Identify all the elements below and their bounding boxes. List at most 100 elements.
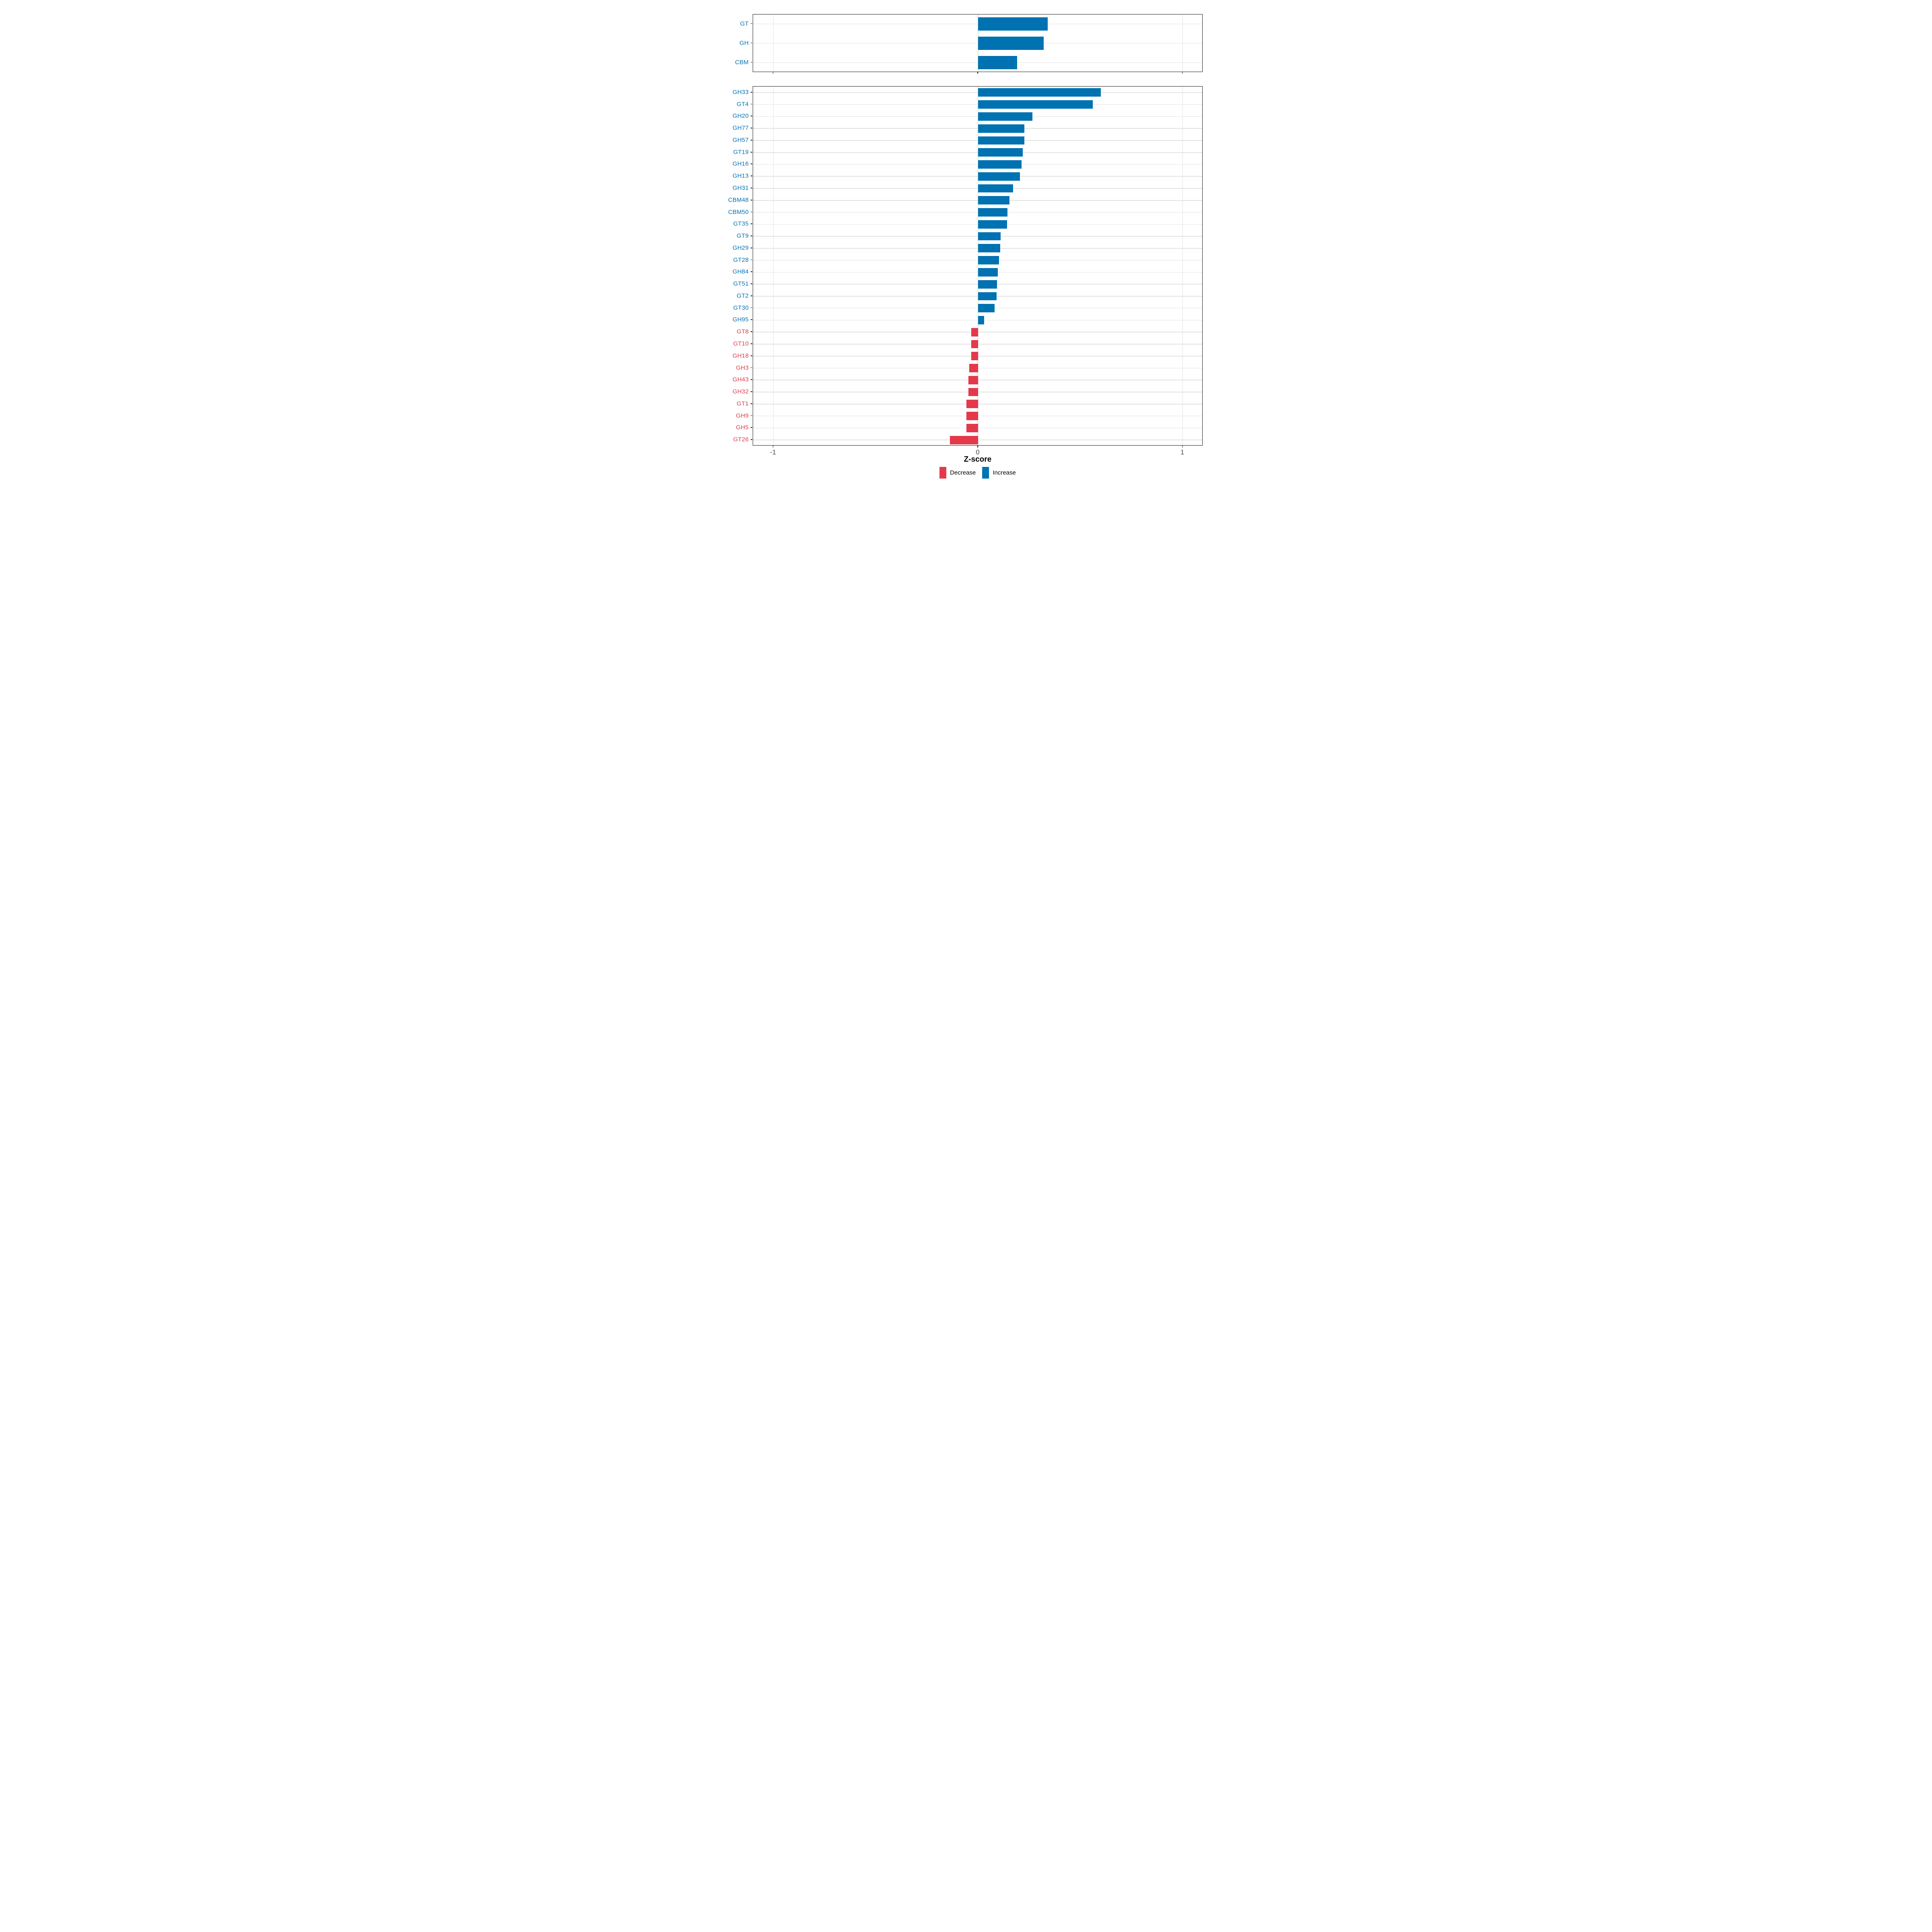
bar-GT8 [971, 328, 978, 336]
gridline-x--1 [773, 87, 774, 445]
gridline-row-GH95 [753, 320, 1202, 321]
gridline-row-GT35 [753, 224, 1202, 225]
x-tick-0 [977, 72, 978, 74]
gridline-row-GH29 [753, 248, 1202, 249]
bar-GH32 [968, 388, 978, 396]
y-tick-GT35 [750, 223, 752, 225]
y-label-GT30: GT30 [733, 304, 749, 312]
gridline-row-GT2 [753, 296, 1202, 297]
y-tick-GT2 [750, 295, 752, 296]
bar-GH29 [978, 244, 1001, 253]
y-tick-GH84 [750, 271, 752, 272]
gridline-row-CBM [753, 62, 1202, 63]
y-label-CBM48: CBM48 [728, 196, 749, 204]
legend-item-decrease: Decrease [939, 467, 976, 479]
gridline-row-GT28 [753, 260, 1202, 261]
y-tick-GT9 [750, 235, 752, 236]
y-label-GH84: GH84 [733, 268, 749, 275]
y-label-GT4: GT4 [737, 101, 749, 108]
y-tick-GT10 [750, 343, 752, 344]
bar-GH57 [978, 136, 1024, 145]
y-label-GT8: GT8 [737, 328, 749, 335]
gridline-row-CBM48 [753, 200, 1202, 201]
x-tick--1 [772, 72, 774, 74]
panel-cazyme-families [753, 86, 1203, 446]
zscore-figure: Z-score Decrease Increase GT GH CBM GH33 GT4 G… [724, 0, 1208, 483]
bar-GT26 [949, 436, 978, 444]
y-tick-GH43 [750, 379, 752, 380]
legend-swatch-increase [982, 467, 989, 479]
bar-CBM48 [978, 196, 1009, 205]
bar-GT [978, 17, 1048, 31]
y-label-GH77: GH77 [733, 124, 749, 132]
bar-GT4 [978, 100, 1093, 109]
gridline-row-GT [753, 23, 1202, 25]
x-tick--1 [772, 446, 774, 448]
y-label-GT1: GT1 [737, 400, 749, 407]
y-label-CBM50: CBM50 [728, 208, 749, 216]
y-tick-GH32 [750, 391, 752, 392]
y-tick-GH20 [750, 116, 752, 117]
bar-GH77 [978, 124, 1025, 133]
gridline-row-GH13 [753, 176, 1202, 177]
bar-GT10 [971, 340, 978, 349]
y-label-GH3: GH3 [736, 364, 749, 372]
y-label-GT2: GT2 [737, 292, 749, 299]
y-tick-GT19 [750, 151, 752, 153]
y-tick-GH13 [750, 175, 752, 177]
bar-GT9 [978, 232, 1001, 241]
x-tick-label-0: 0 [976, 448, 980, 456]
y-tick-GT26 [750, 439, 752, 440]
y-tick-GT51 [750, 283, 752, 285]
y-label-GT28: GT28 [733, 256, 749, 264]
y-tick-GT [750, 23, 752, 24]
bar-GT1 [966, 400, 978, 409]
gridline-row-CBM50 [753, 212, 1202, 213]
gridline-x--1 [773, 14, 774, 72]
y-label-GH29: GH29 [733, 244, 749, 252]
y-tick-GH5 [750, 427, 752, 428]
y-tick-GH3 [750, 367, 752, 368]
y-label-GT51: GT51 [733, 280, 749, 287]
y-label-GH57: GH57 [733, 136, 749, 144]
y-tick-GH33 [750, 91, 752, 93]
bar-GH9 [966, 412, 978, 420]
gridline-row-GT9 [753, 236, 1202, 237]
bar-GH31 [978, 184, 1013, 193]
y-tick-GT1 [750, 403, 752, 404]
x-tick-0 [977, 446, 978, 448]
y-tick-CBM50 [750, 211, 752, 213]
bar-GH13 [978, 172, 1020, 181]
bar-GH [978, 37, 1044, 50]
panel-cazyme-classes [753, 14, 1203, 72]
bar-GH3 [969, 364, 978, 372]
y-label-GH43: GH43 [733, 376, 749, 383]
gridline-row-GH33 [753, 92, 1202, 93]
legend: Decrease Increase [939, 467, 1016, 479]
y-tick-GT4 [750, 103, 752, 105]
y-label-GH95: GH95 [733, 316, 749, 323]
y-tick-GH16 [750, 163, 752, 165]
y-label-GT19: GT19 [733, 149, 749, 156]
gridline-row-GH84 [753, 272, 1202, 273]
gridline-row-GH31 [753, 188, 1202, 189]
gridline-row-GH16 [753, 164, 1202, 165]
legend-label-decrease: Decrease [950, 469, 976, 476]
gridline-row-GH77 [753, 128, 1202, 129]
legend-label-increase: Increase [993, 469, 1016, 476]
y-label-GH20: GH20 [733, 112, 749, 120]
gridline-row-GT30 [753, 308, 1202, 309]
bar-GH20 [978, 112, 1032, 121]
x-tick-1 [1182, 446, 1183, 448]
y-label-GT9: GT9 [737, 232, 749, 239]
y-tick-GH9 [750, 415, 752, 416]
bar-GH84 [978, 268, 998, 277]
legend-swatch-decrease [939, 467, 947, 479]
bar-GT28 [978, 256, 999, 264]
legend-item-increase: Increase [982, 467, 1016, 479]
bar-GT19 [978, 148, 1023, 157]
y-label-GH13: GH13 [733, 172, 749, 180]
bar-GH18 [971, 352, 978, 361]
x-tick-label-1: 1 [1180, 448, 1185, 456]
gridline-row-GT19 [753, 152, 1202, 153]
